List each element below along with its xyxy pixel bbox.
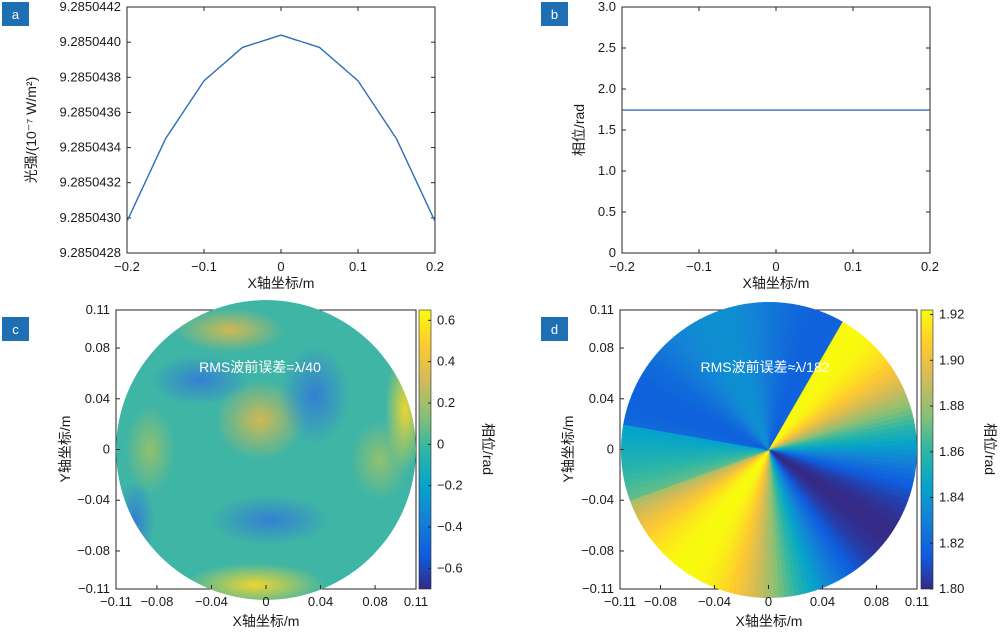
y-tick-label: 0.11: [86, 302, 110, 317]
colorbar-tick-label: 1.90: [939, 352, 964, 367]
x-tick-label: 0.1: [349, 259, 367, 274]
svg-text:b: b: [551, 7, 558, 22]
colorbar-tick-label: −0.6: [437, 560, 463, 575]
panel-c-colorbar-label: 相位/rad: [480, 423, 496, 475]
y-tick-label: 9.2850436: [60, 104, 121, 119]
x-tick-label: −0.08: [140, 594, 173, 609]
y-tick-label: 9.2850428: [60, 245, 121, 260]
panel-d-colorbar-label: 相位/rad: [982, 423, 998, 475]
y-tick-label: 1.5: [598, 122, 616, 137]
y-tick-label: −0.04: [581, 492, 614, 507]
y-tick-label: 0.5: [598, 204, 616, 219]
colorbar-tick-label: 0.6: [437, 312, 455, 327]
panel-d-phase-map: RMS波前误差≈λ/182 −0.11 −0.08 −0.04 0 0.04 0.08 0.…: [560, 290, 998, 629]
panel-d-y-axis-label: Y轴坐标/m: [560, 416, 576, 483]
colorbar-tick-label: −0.4: [437, 519, 463, 534]
x-tick-label: 0.11: [404, 594, 428, 609]
colorbar-tick-label: 1.92: [939, 307, 964, 322]
y-tick-label: 0: [103, 442, 110, 457]
panel-a-line-chart: −0.2 −0.1 0 0.1 0.2 9.2850428 9.2850430 9.28504…: [23, 0, 444, 291]
y-tick-label: 0.04: [85, 391, 110, 406]
panel-d-rms-annotation: RMS波前误差≈λ/182: [700, 359, 829, 375]
x-tick-label: 0: [277, 259, 284, 274]
x-tick-label: −0.04: [698, 594, 731, 609]
panel-c-phase-map: RMS波前误差=λ/40 −0.11 −0.08 −0.04 0 0.04 0.08 0.1…: [57, 300, 496, 629]
y-tick-label: −0.11: [582, 581, 614, 596]
y-tick-label: 9.2850438: [60, 69, 121, 84]
y-tick-label: 0: [607, 442, 614, 457]
y-tick-label: 0: [609, 245, 616, 260]
x-tick-label: 0.04: [308, 594, 333, 609]
x-tick-label: 0.2: [426, 259, 444, 274]
y-tick-label: −0.08: [77, 543, 110, 558]
x-tick-label: −0.2: [609, 259, 635, 274]
panel-a-intensity-curve: [127, 35, 435, 221]
x-tick-label: 0: [772, 259, 779, 274]
panel-b-plot-frame: [622, 7, 930, 253]
panel-a-y-axis-label: 光强/(10⁻⁷ W/m²): [23, 77, 39, 184]
y-tick-label: 9.2850440: [60, 34, 121, 49]
x-tick-label: −0.08: [644, 594, 677, 609]
y-tick-label: 9.2850430: [60, 210, 121, 225]
panel-b-line-chart: −0.2 −0.1 0 0.1 0.2 0 0.5 1.0 1.5 2.0 2.5 3.0 X轴坐标/…: [571, 0, 939, 291]
colorbar-tick-label: 0.4: [437, 354, 455, 369]
x-tick-label: −0.11: [604, 594, 636, 609]
colorbar-tick-label: −0.2: [437, 478, 463, 493]
y-tick-label: 2.5: [598, 40, 616, 55]
y-tick-label: −0.08: [581, 543, 614, 558]
panel-c-colorbar: [419, 310, 431, 589]
y-tick-label: 9.2850432: [60, 175, 121, 190]
svg-text:c: c: [12, 322, 19, 337]
colorbar-tick-label: 0: [437, 436, 444, 451]
y-tick-label: 0.04: [589, 391, 614, 406]
y-tick-label: 9.2850434: [60, 140, 121, 155]
colorbar-tick-label: 1.80: [939, 581, 964, 596]
panel-label-d: d: [541, 317, 568, 341]
y-tick-label: −0.04: [77, 492, 110, 507]
panel-d-x-axis-label: X轴坐标/m: [736, 613, 803, 629]
x-tick-label: 0.04: [810, 594, 835, 609]
x-tick-label: 0.11: [905, 594, 929, 609]
x-tick-label: 0.08: [864, 594, 889, 609]
panel-c-x-axis-label: X轴坐标/m: [233, 613, 300, 629]
x-tick-label: 0.1: [844, 259, 862, 274]
y-tick-label: 0.08: [589, 340, 614, 355]
panel-label-c: c: [2, 317, 29, 341]
x-tick-label: 0.2: [921, 259, 939, 274]
y-tick-label: 0.11: [590, 302, 614, 317]
x-tick-label: 0: [765, 594, 772, 609]
y-tick-label: 0.08: [85, 340, 110, 355]
x-tick-label: −0.1: [191, 259, 217, 274]
panel-a-x-axis-label: X轴坐标/m: [248, 275, 315, 291]
svg-text:d: d: [551, 322, 558, 337]
svg-text:a: a: [12, 7, 20, 22]
y-tick-label: 2.0: [598, 81, 616, 96]
panel-label-a: a: [2, 2, 29, 26]
x-tick-label: −0.04: [195, 594, 228, 609]
colorbar-tick-label: 0.2: [437, 395, 455, 410]
colorbar-tick-label: 1.88: [939, 398, 964, 413]
colorbar-tick-label: 1.86: [939, 444, 964, 459]
panel-b-y-axis-label: 相位/rad: [571, 104, 587, 156]
y-tick-label: 1.0: [598, 163, 616, 178]
y-tick-label: 3.0: [598, 0, 616, 14]
panel-label-b: b: [541, 2, 568, 26]
y-tick-label: −0.11: [78, 581, 110, 596]
colorbar-tick-label: 1.84: [939, 490, 964, 505]
y-tick-label: 9.2850442: [60, 0, 121, 14]
x-tick-label: 0.08: [362, 594, 387, 609]
figure: a b c d −0.2 −0.1 0 0.1 0.2 9.2850428 9.285043…: [0, 0, 1000, 633]
colorbar-tick-label: 1.82: [939, 535, 964, 550]
panel-c-rms-annotation: RMS波前误差=λ/40: [199, 359, 321, 375]
panel-d-colorbar: [921, 310, 933, 589]
panel-c-y-axis-label: Y轴坐标/m: [57, 416, 73, 483]
x-tick-label: 0: [262, 594, 269, 609]
panel-b-x-axis-label: X轴坐标/m: [743, 275, 810, 291]
panel-a-plot-frame: [127, 7, 435, 253]
x-tick-label: −0.2: [114, 259, 140, 274]
x-tick-label: −0.1: [686, 259, 712, 274]
x-tick-label: −0.11: [100, 594, 132, 609]
